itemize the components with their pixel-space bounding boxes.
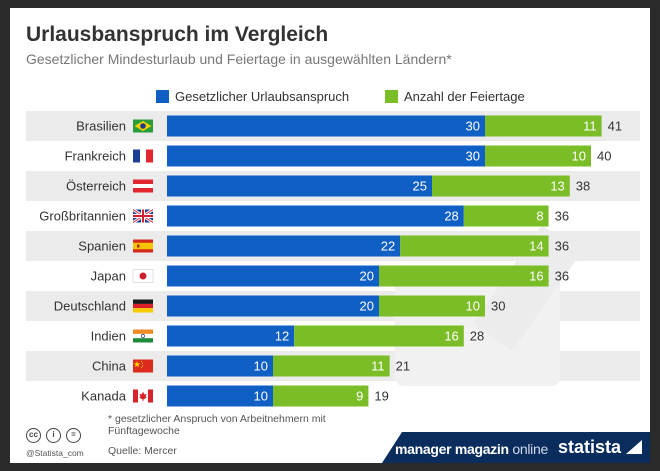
total-label: 36	[555, 239, 569, 254]
license-icons: cc i =	[26, 428, 84, 446]
source-note: Quelle: Mercer	[108, 445, 177, 457]
chart-subtitle: Gesetzlicher Mindesturlaub und Feiertage…	[26, 51, 452, 67]
austria-flag-icon	[133, 179, 153, 193]
nd-icon: =	[66, 428, 81, 443]
bar-vacation	[167, 325, 295, 347]
value-label-holidays: 9	[356, 389, 363, 404]
chart-title: Urlausbanspruch im Vergleich	[26, 23, 329, 46]
bar-holidays	[379, 295, 485, 317]
bar-vacation	[167, 355, 273, 377]
total-label: 21	[396, 359, 410, 374]
by-icon: i	[46, 428, 61, 443]
category-label: Deutschland	[54, 299, 126, 314]
value-label-vacation: 22	[381, 239, 395, 254]
category-label: China	[92, 359, 127, 374]
canada-flag-icon	[133, 389, 153, 403]
germany-flag-icon	[133, 299, 153, 313]
legend-label-holidays: Anzahl der Feiertage	[404, 89, 525, 104]
bar-holidays	[294, 325, 464, 347]
japan-flag-icon	[132, 269, 154, 283]
uk-flag-icon	[132, 208, 154, 224]
partner-suffix: online	[512, 441, 548, 457]
footer-band	[382, 432, 650, 463]
legend-swatch-holidays	[385, 90, 398, 103]
brazil-flag-icon	[133, 119, 153, 133]
bar-vacation	[167, 235, 401, 257]
value-label-holidays: 10	[466, 299, 480, 314]
manager-magazin-logo[interactable]: manager magazin online	[395, 441, 548, 457]
bar-holidays	[485, 145, 591, 167]
category-label: Frankreich	[65, 149, 126, 164]
statista-credit: @Statista_com	[26, 448, 84, 458]
bar-holidays	[379, 265, 549, 287]
value-label-vacation: 12	[275, 329, 289, 344]
statista-brand: statista	[558, 437, 622, 457]
partner-name: manager magazin	[395, 441, 509, 457]
bar-chart: Brasilien 30 11 41 Frankreich 30 10 40 Österreic…	[26, 111, 640, 407]
total-label: 36	[555, 269, 569, 284]
cc-icon: cc	[26, 428, 41, 443]
value-label-vacation: 10	[254, 389, 268, 404]
category-label: Österreich	[66, 179, 126, 194]
france-flag-icon	[133, 149, 153, 163]
value-label-vacation: 30	[466, 119, 480, 134]
value-label-vacation: 20	[360, 299, 374, 314]
category-label: Großbritannien	[39, 209, 126, 224]
bar-vacation	[167, 205, 464, 227]
bar-holidays	[273, 385, 369, 407]
value-label-holidays: 14	[529, 239, 543, 254]
category-label: Japan	[91, 269, 126, 284]
value-label-holidays: 10	[572, 149, 586, 164]
bar-holidays	[485, 115, 602, 137]
bar-holidays	[400, 235, 549, 257]
footnote: * gesetzlicher Anspruch von Arbeitnehmer…	[108, 413, 326, 437]
india-flag-icon	[133, 329, 153, 343]
total-label: 38	[576, 179, 590, 194]
value-label-holidays: 16	[444, 329, 458, 344]
value-label-holidays: 16	[529, 269, 543, 284]
total-label: 28	[470, 329, 484, 344]
bar-vacation	[167, 115, 485, 137]
bar-vacation	[167, 265, 379, 287]
bar-holidays	[432, 175, 570, 197]
value-label-vacation: 20	[360, 269, 374, 284]
bar-vacation	[167, 175, 432, 197]
total-label: 30	[491, 299, 505, 314]
value-label-holidays: 8	[536, 209, 543, 224]
bar-vacation	[167, 145, 485, 167]
value-label-vacation: 25	[413, 179, 427, 194]
value-label-vacation: 28	[444, 209, 458, 224]
total-label: 36	[555, 209, 569, 224]
legend-label-vacation: Gesetzlicher Urlaubsanspruch	[175, 89, 350, 104]
category-label: Kanada	[81, 389, 127, 404]
category-label: Brasilien	[76, 119, 126, 134]
spain-flag-icon	[133, 239, 153, 253]
total-label: 40	[597, 149, 611, 164]
watermark-pen-icon	[474, 226, 580, 350]
value-label-holidays: 13	[550, 179, 564, 194]
value-label-holidays: 11	[371, 359, 385, 374]
bar-vacation	[167, 295, 379, 317]
legend-swatch-vacation	[156, 90, 169, 103]
value-label-vacation: 10	[254, 359, 268, 374]
category-label: Spanien	[78, 239, 126, 254]
total-label: 19	[374, 389, 388, 404]
bar-holidays	[273, 355, 390, 377]
bar-vacation	[167, 385, 273, 407]
china-flag-icon	[133, 359, 153, 373]
statista-wave-icon	[626, 440, 643, 454]
value-label-holidays: 11	[583, 119, 597, 134]
statista-logo[interactable]: statista	[558, 437, 643, 458]
bar-holidays	[463, 205, 549, 227]
total-label: 41	[608, 119, 622, 134]
infographic-card: Urlausbanspruch im Vergleich Gesetzliche…	[10, 8, 650, 463]
value-label-vacation: 30	[466, 149, 480, 164]
category-label: Indien	[91, 329, 126, 344]
